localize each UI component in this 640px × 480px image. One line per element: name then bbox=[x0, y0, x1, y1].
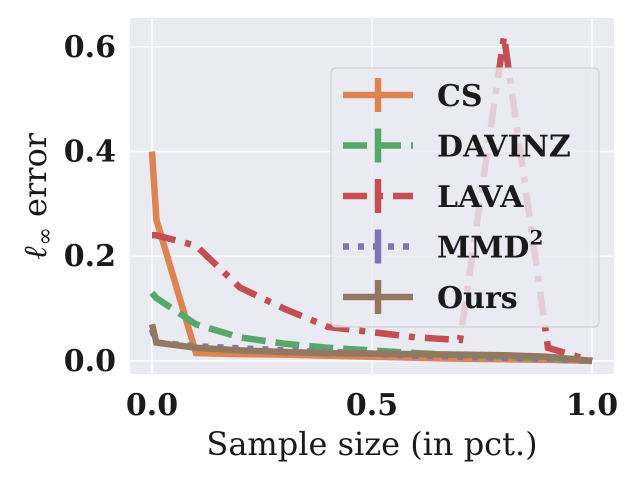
x-axis-label: Sample size (in pct.) bbox=[206, 425, 537, 463]
legend-label-ours: Ours bbox=[437, 281, 518, 316]
legend: CS DAVINZ LAVA MMD2 Ours bbox=[330, 67, 600, 328]
y-axis-label-symbol: ℓ bbox=[16, 245, 54, 259]
series-line-ours bbox=[148, 323, 593, 365]
series-line-davinz bbox=[149, 290, 593, 365]
legend-label-davinz: DAVINZ bbox=[437, 130, 571, 165]
series-line-lava bbox=[152, 35, 593, 365]
legend-label-cs: CS bbox=[437, 79, 483, 114]
legend-label-superscript: 2 bbox=[529, 226, 543, 250]
y-tick-label-3: 0.6 bbox=[64, 30, 116, 65]
series-layer bbox=[148, 35, 593, 365]
y-axis-label-subscript: ∞ bbox=[33, 227, 58, 245]
ticks: 0.0 0.5 1.0 0.0 0.2 0.4 0.6 bbox=[64, 30, 618, 423]
x-tick-label-0: 0.0 bbox=[126, 388, 178, 423]
x-tick-label-1: 0.5 bbox=[346, 388, 398, 423]
y-axis-label: ℓ∞ error bbox=[16, 132, 58, 259]
legend-label-lava: LAVA bbox=[437, 180, 524, 215]
y-tick-label-2: 0.4 bbox=[64, 135, 116, 170]
legend-label-mmd2: MMD2 bbox=[437, 226, 543, 266]
y-tick-label-1: 0.2 bbox=[64, 239, 116, 274]
y-axis-label-text: error bbox=[16, 132, 54, 227]
legend-box bbox=[330, 67, 600, 328]
x-tick-label-2: 1.0 bbox=[566, 388, 618, 423]
y-tick-label-0: 0.0 bbox=[64, 344, 116, 379]
legend-items: CS DAVINZ LAVA MMD2 Ours bbox=[343, 78, 571, 316]
legend-label-base: MMD bbox=[437, 231, 529, 266]
